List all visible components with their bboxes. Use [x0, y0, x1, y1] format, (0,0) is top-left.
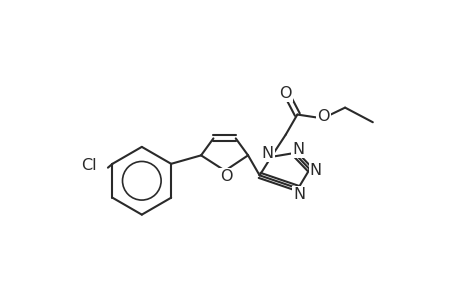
- Text: N: N: [291, 142, 303, 157]
- Text: N: N: [261, 146, 273, 160]
- Text: O: O: [317, 110, 329, 124]
- Text: N: N: [293, 187, 305, 202]
- Text: Cl: Cl: [81, 158, 96, 173]
- Text: O: O: [220, 169, 232, 184]
- Text: O: O: [279, 86, 291, 101]
- Text: N: N: [309, 163, 321, 178]
